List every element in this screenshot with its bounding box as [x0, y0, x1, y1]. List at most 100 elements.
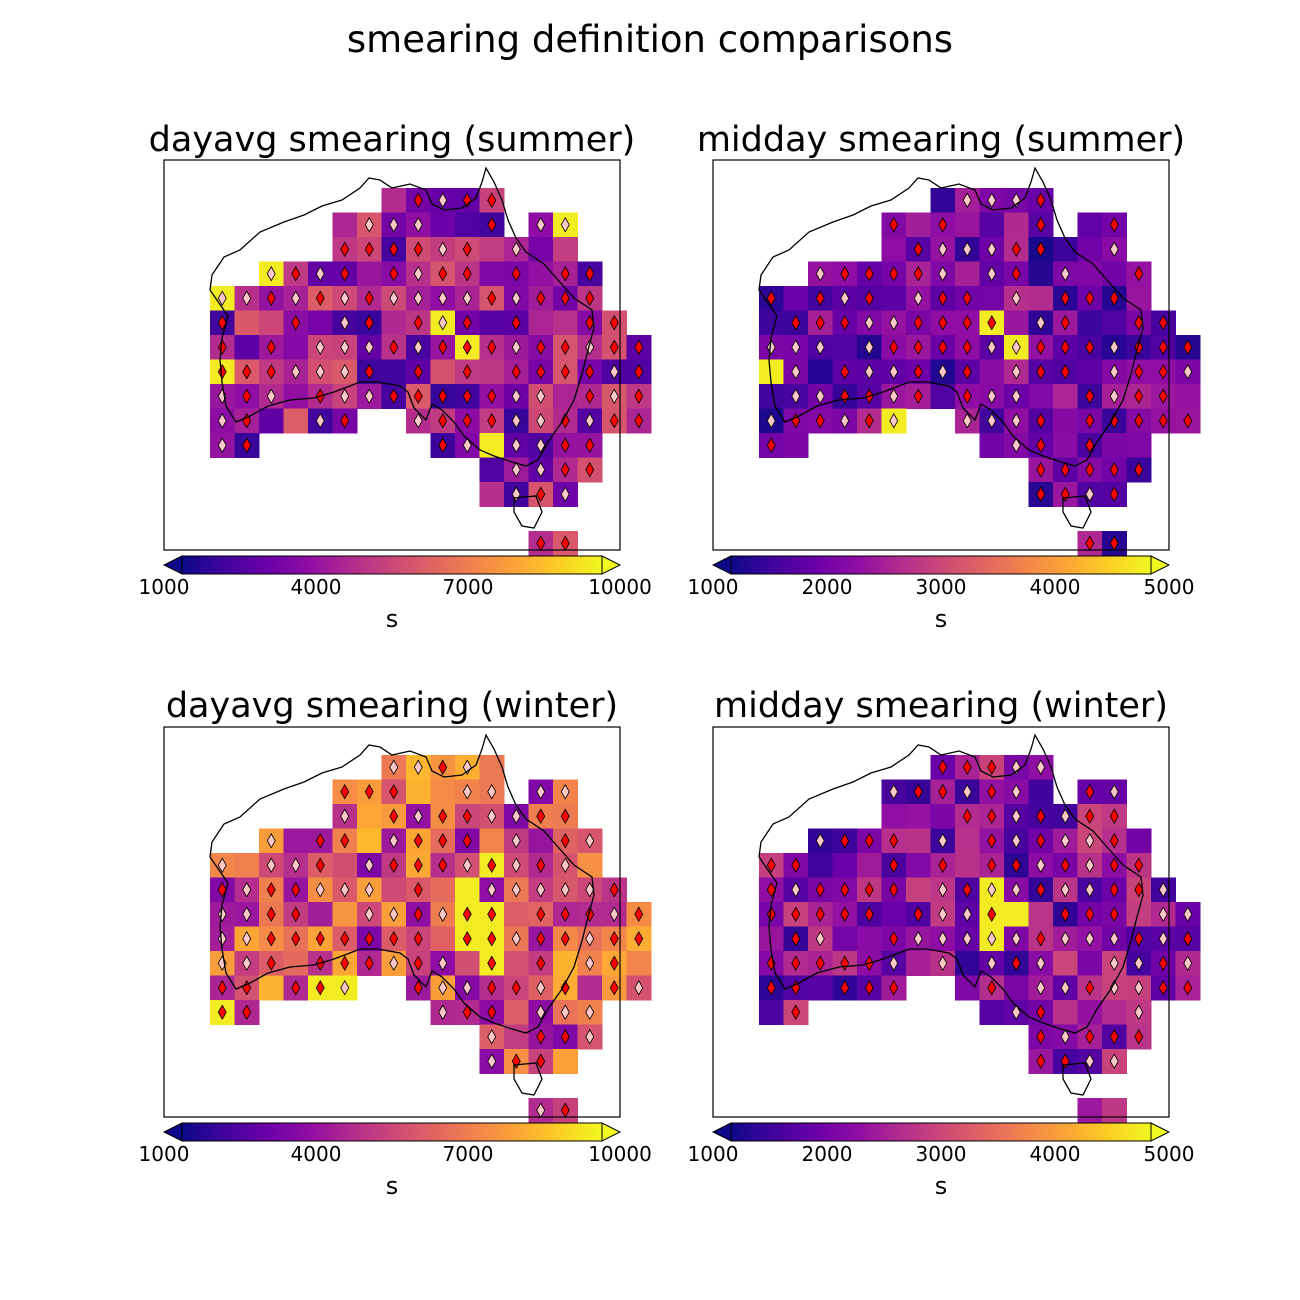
- significance-marker: [1036, 192, 1046, 209]
- heatmap-cell: [577, 853, 603, 878]
- significance-marker: [413, 906, 423, 923]
- significance-marker: [889, 857, 899, 874]
- significance-marker: [536, 216, 546, 233]
- significance-marker: [1109, 955, 1119, 972]
- significance-marker: [585, 388, 595, 405]
- significance-marker: [462, 412, 472, 429]
- colorbar-tick-label: 1000: [138, 575, 190, 599]
- colorbar-gradient: [182, 556, 602, 574]
- significance-marker: [1134, 265, 1144, 282]
- significance-marker: [242, 388, 252, 405]
- coastline: [758, 166, 1144, 467]
- significance-marker: [364, 363, 374, 380]
- significance-marker: [585, 412, 595, 429]
- heatmap-cell: [955, 853, 980, 878]
- significance-marker: [962, 314, 972, 331]
- significance-marker: [766, 290, 776, 307]
- heatmap-cell: [881, 902, 907, 927]
- colorbar-frame: [730, 1122, 1152, 1142]
- significance-marker: [962, 388, 972, 405]
- tasmania-coastline: [1062, 495, 1092, 529]
- significance-marker: [462, 388, 472, 405]
- significance-marker: [1134, 388, 1144, 405]
- heatmap-cell: [381, 188, 407, 213]
- significance-marker: [634, 388, 644, 405]
- significance-marker: [536, 1053, 546, 1070]
- significance-marker: [1109, 881, 1119, 898]
- significance-marker: [462, 979, 472, 996]
- significance-marker: [1060, 979, 1070, 996]
- significance-marker: [1158, 979, 1168, 996]
- panel-title-midday-summer: midday smearing (summer): [696, 120, 1186, 160]
- significance-marker: [889, 955, 899, 972]
- significance-marker: [413, 412, 423, 429]
- heatmap-cell: [906, 804, 931, 829]
- significance-marker: [511, 881, 521, 898]
- panel-title-dayavg-winter: dayavg smearing (winter): [165, 686, 619, 726]
- heatmap-cell: [357, 804, 382, 829]
- significance-marker: [536, 437, 546, 454]
- colorbar-tick-label: 4000: [290, 575, 342, 599]
- significance-marker: [609, 930, 619, 947]
- significance-marker: [217, 437, 227, 454]
- significance-marker: [364, 290, 374, 307]
- heatmap-cell: [979, 359, 1005, 385]
- significance-marker: [889, 881, 899, 898]
- heatmap-cell: [1004, 212, 1029, 238]
- significance-marker: [962, 881, 972, 898]
- significance-marker: [987, 808, 997, 825]
- significance-marker: [291, 363, 301, 380]
- heatmap-cell: [528, 310, 554, 336]
- significance-marker: [1134, 314, 1144, 331]
- significance-marker: [987, 979, 997, 996]
- significance-marker: [889, 216, 899, 233]
- significance-marker: [266, 955, 276, 972]
- significance-marker: [938, 857, 948, 874]
- colorbar-tick-label: 4000: [1029, 575, 1081, 599]
- significance-marker: [1036, 1004, 1046, 1021]
- heatmap-cell: [283, 828, 309, 854]
- significance-marker: [364, 241, 374, 258]
- significance-marker: [987, 241, 997, 258]
- significance-marker: [291, 906, 301, 923]
- significance-marker: [560, 339, 570, 356]
- significance-marker: [1109, 388, 1119, 405]
- significance-marker: [389, 265, 399, 282]
- significance-marker: [487, 955, 497, 972]
- significance-marker: [840, 314, 850, 331]
- significance-marker: [1036, 241, 1046, 258]
- colorbar-frame: [181, 1122, 603, 1142]
- significance-marker: [560, 881, 570, 898]
- significance-marker: [987, 906, 997, 923]
- colorbar-extend-high: [601, 1122, 622, 1142]
- heatmap-cell: [357, 261, 382, 287]
- significance-marker: [938, 881, 948, 898]
- significance-marker: [1109, 216, 1119, 233]
- significance-marker: [438, 412, 448, 429]
- significance-marker: [634, 906, 644, 923]
- heatmap-cell: [430, 359, 456, 385]
- heatmap-cell: [479, 755, 505, 780]
- heatmap-cell: [430, 926, 456, 952]
- significance-marker: [315, 290, 325, 307]
- heatmap-cell: [357, 828, 382, 854]
- heatmap-cell: [332, 212, 358, 238]
- significance-marker: [1011, 832, 1021, 849]
- significance-marker: [1158, 314, 1168, 331]
- map-panel-2: [712, 159, 1201, 556]
- significance-marker: [815, 412, 825, 429]
- significance-marker: [791, 906, 801, 923]
- significance-marker: [1085, 808, 1095, 825]
- significance-marker: [1036, 857, 1046, 874]
- significance-marker: [1134, 1004, 1144, 1021]
- significance-marker: [389, 857, 399, 874]
- heatmap-cell: [832, 853, 858, 878]
- significance-marker: [340, 930, 350, 947]
- significance-marker: [560, 290, 570, 307]
- significance-marker: [938, 265, 948, 282]
- significance-marker: [815, 906, 825, 923]
- panel-title-midday-winter: midday smearing (winter): [714, 686, 1168, 726]
- significance-marker: [340, 808, 350, 825]
- significance-marker: [840, 412, 850, 429]
- significance-marker: [1085, 437, 1095, 454]
